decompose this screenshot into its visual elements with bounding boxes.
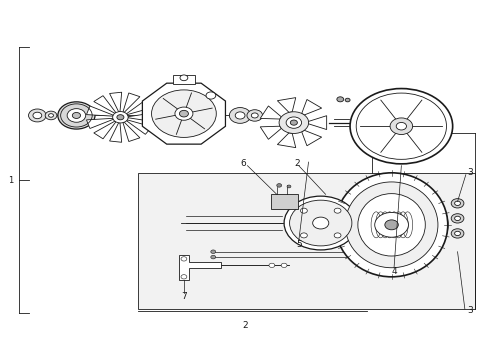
- Circle shape: [181, 275, 187, 279]
- Circle shape: [313, 217, 329, 229]
- Circle shape: [49, 114, 53, 117]
- Circle shape: [180, 75, 188, 81]
- Circle shape: [279, 112, 309, 134]
- Polygon shape: [110, 123, 122, 142]
- Polygon shape: [143, 83, 225, 144]
- Circle shape: [451, 199, 464, 208]
- Circle shape: [455, 201, 461, 206]
- Circle shape: [284, 196, 357, 250]
- Text: 5: 5: [296, 240, 302, 249]
- Circle shape: [399, 255, 404, 259]
- Polygon shape: [260, 126, 281, 139]
- Circle shape: [300, 208, 307, 213]
- Circle shape: [206, 92, 216, 99]
- Circle shape: [399, 250, 404, 253]
- Bar: [270, 194, 297, 209]
- Polygon shape: [277, 133, 296, 148]
- Circle shape: [235, 112, 245, 119]
- Circle shape: [33, 112, 42, 119]
- Polygon shape: [123, 122, 140, 141]
- Circle shape: [455, 216, 461, 221]
- Circle shape: [67, 109, 86, 122]
- Polygon shape: [128, 113, 154, 122]
- Circle shape: [113, 112, 128, 123]
- Polygon shape: [260, 106, 281, 119]
- Text: 2: 2: [242, 321, 248, 330]
- Text: 2: 2: [294, 159, 299, 168]
- Polygon shape: [277, 98, 296, 112]
- Polygon shape: [126, 120, 152, 134]
- Circle shape: [300, 233, 307, 238]
- Ellipse shape: [345, 182, 438, 268]
- Polygon shape: [126, 100, 152, 114]
- Circle shape: [281, 263, 287, 267]
- Circle shape: [451, 229, 464, 238]
- Circle shape: [28, 109, 46, 122]
- Circle shape: [350, 89, 453, 164]
- Polygon shape: [309, 116, 327, 130]
- Circle shape: [385, 220, 398, 230]
- Polygon shape: [302, 130, 321, 146]
- Polygon shape: [138, 173, 475, 309]
- Circle shape: [334, 233, 341, 238]
- Circle shape: [179, 111, 189, 117]
- Polygon shape: [123, 93, 140, 112]
- Circle shape: [45, 111, 57, 120]
- Circle shape: [390, 118, 413, 135]
- Circle shape: [335, 184, 448, 266]
- Circle shape: [375, 212, 409, 237]
- Circle shape: [117, 115, 124, 120]
- Circle shape: [277, 184, 282, 187]
- Polygon shape: [86, 106, 113, 116]
- Circle shape: [229, 108, 251, 123]
- Text: 7: 7: [181, 292, 187, 301]
- Circle shape: [334, 208, 341, 213]
- Text: 3: 3: [467, 168, 473, 177]
- Circle shape: [290, 200, 352, 246]
- Circle shape: [73, 112, 80, 118]
- Circle shape: [211, 250, 216, 253]
- Text: 4: 4: [392, 267, 397, 276]
- Circle shape: [337, 97, 343, 102]
- Circle shape: [291, 120, 297, 125]
- Text: 1: 1: [8, 176, 13, 185]
- Circle shape: [345, 98, 350, 102]
- Circle shape: [251, 113, 258, 118]
- Polygon shape: [179, 255, 220, 280]
- Text: 6: 6: [240, 159, 246, 168]
- Circle shape: [396, 122, 407, 130]
- Circle shape: [181, 257, 187, 261]
- Circle shape: [175, 107, 193, 120]
- Bar: [173, 75, 195, 84]
- Circle shape: [211, 255, 216, 259]
- Circle shape: [451, 214, 464, 223]
- Circle shape: [58, 102, 95, 129]
- Ellipse shape: [358, 194, 425, 256]
- Ellipse shape: [335, 173, 448, 277]
- Text: 3: 3: [467, 306, 473, 315]
- Polygon shape: [94, 121, 116, 139]
- Circle shape: [287, 185, 291, 188]
- Polygon shape: [110, 92, 122, 112]
- Circle shape: [286, 117, 302, 128]
- Circle shape: [151, 90, 216, 138]
- Polygon shape: [94, 96, 116, 113]
- Polygon shape: [86, 118, 113, 129]
- Circle shape: [247, 110, 263, 121]
- Circle shape: [455, 231, 461, 235]
- Circle shape: [269, 263, 275, 267]
- Polygon shape: [302, 99, 321, 115]
